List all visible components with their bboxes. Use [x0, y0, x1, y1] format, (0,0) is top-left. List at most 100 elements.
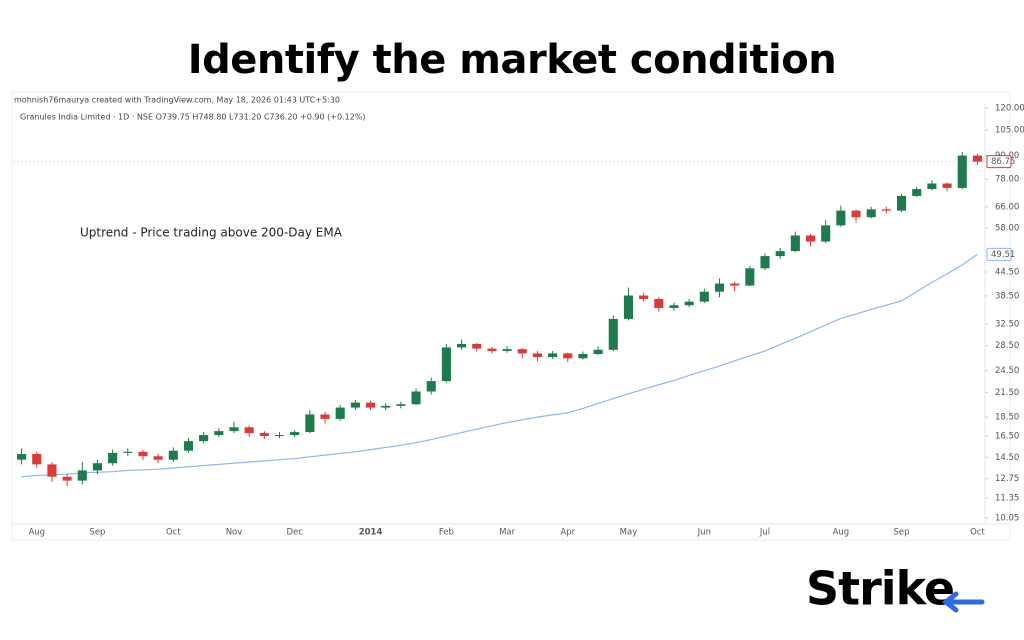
brand-arrow	[941, 591, 985, 613]
candle-body	[365, 402, 376, 408]
candle-body	[972, 155, 982, 162]
y-tick-label: 18.50	[995, 413, 1019, 423]
candle-body	[730, 283, 740, 286]
y-tick-label: 58.00	[995, 224, 1019, 234]
candle-body	[927, 183, 937, 190]
x-tick-label: Aug	[28, 528, 45, 538]
candle-body	[290, 432, 300, 436]
x-tick-label: Aug	[833, 528, 850, 538]
candle-body	[381, 405, 391, 408]
candle-body	[32, 454, 42, 465]
x-tick-label: Jul	[759, 528, 770, 538]
candle-body	[244, 427, 254, 434]
candle-body	[897, 195, 907, 211]
candle-body	[790, 235, 800, 252]
candle-body	[608, 318, 618, 350]
candle-body	[639, 295, 649, 299]
candle-body	[760, 256, 770, 269]
x-tick-label: Sep	[89, 528, 105, 538]
brand-arrow-path	[941, 591, 985, 613]
x-tick-label: Apr	[560, 528, 575, 538]
y-tick-label: 11.35	[995, 493, 1019, 503]
candle-body	[457, 343, 467, 348]
candle-body	[836, 210, 846, 226]
candle-body	[229, 427, 239, 432]
y-tick-label: 44.50	[995, 268, 1019, 278]
candle-body	[426, 381, 436, 392]
x-tick-label: Oct	[166, 528, 181, 538]
y-tick-label: 10.05	[995, 514, 1019, 524]
candle-body	[199, 435, 209, 442]
price-last-label: 86.75	[991, 157, 1015, 167]
candle-body	[335, 407, 345, 419]
candle-body	[821, 225, 831, 242]
y-tick-label: 16.50	[995, 432, 1019, 442]
candle-body	[532, 353, 542, 358]
ema-last-tag	[986, 247, 1012, 261]
candle-body	[563, 353, 573, 359]
candle-body	[912, 189, 922, 196]
candle-body	[957, 155, 967, 188]
candle-body	[881, 209, 891, 211]
candle-body	[396, 404, 406, 406]
symbol-info: Granules India Limited · 1D · NSE O739.7…	[20, 113, 365, 122]
candle-body	[669, 305, 679, 308]
x-tick-label: May	[620, 528, 638, 538]
candle-body	[684, 301, 694, 306]
candle-body	[487, 348, 497, 351]
y-tick-label: 66.00	[995, 202, 1019, 212]
y-tick-label: 78.00	[995, 175, 1019, 185]
ema-line	[21, 253, 978, 478]
candle-body	[623, 295, 634, 319]
x-tick-label: Dec	[286, 528, 303, 538]
candle-body	[942, 183, 952, 188]
y-tick-label: 12.75	[995, 474, 1019, 484]
candle-body	[654, 298, 664, 308]
price-last-tag	[986, 155, 1012, 169]
candle-body	[92, 463, 102, 471]
candle-body	[350, 402, 360, 408]
candle-body	[411, 391, 421, 405]
candle-body	[805, 235, 816, 242]
candle-body	[123, 451, 133, 453]
candle-body	[274, 435, 285, 437]
chart-title: Identify the market condition	[188, 37, 836, 83]
watermark: mohnish76maurya created with TradingView…	[14, 96, 340, 105]
candle-body	[578, 354, 588, 359]
y-tick-label: 105.00	[995, 126, 1024, 136]
y-tick-label: 28.50	[995, 341, 1019, 351]
candle-body	[745, 268, 755, 286]
x-tick-label: Mar	[499, 528, 516, 538]
candle-body	[714, 283, 725, 292]
x-tick-label: 2014	[359, 528, 383, 538]
candle-body	[77, 470, 87, 481]
candle-body	[866, 209, 876, 218]
y-tick-label: 38.50	[995, 291, 1019, 301]
annotation: Uptrend - Price trading above 200-Day EM…	[80, 226, 343, 240]
y-tick-label: 14.50	[995, 453, 1019, 463]
x-tick-label: Jun	[697, 528, 711, 538]
x-tick-label: Nov	[226, 528, 243, 538]
ema-last-label: 49.51	[991, 250, 1015, 260]
candle-body	[502, 349, 512, 351]
candle-body	[305, 414, 315, 433]
candle-body	[517, 349, 527, 354]
candle-body	[441, 347, 451, 382]
y-tick-label: 21.50	[995, 388, 1019, 398]
brand-logo: Strike	[806, 562, 954, 616]
candle-body	[548, 353, 558, 358]
candle-body	[138, 451, 148, 457]
candle-body	[593, 349, 603, 355]
candle-body	[183, 441, 194, 451]
candle-body	[851, 210, 861, 218]
x-tick-label: Feb	[439, 528, 454, 538]
candle-body	[214, 431, 224, 436]
y-tick-label: 24.50	[995, 366, 1019, 376]
y-tick-label: 120.00	[995, 104, 1024, 114]
candle-body	[47, 464, 57, 477]
candle-body	[153, 456, 163, 460]
candle-body	[62, 476, 72, 481]
x-tick-label: Sep	[894, 528, 910, 538]
candle-body	[17, 454, 27, 460]
